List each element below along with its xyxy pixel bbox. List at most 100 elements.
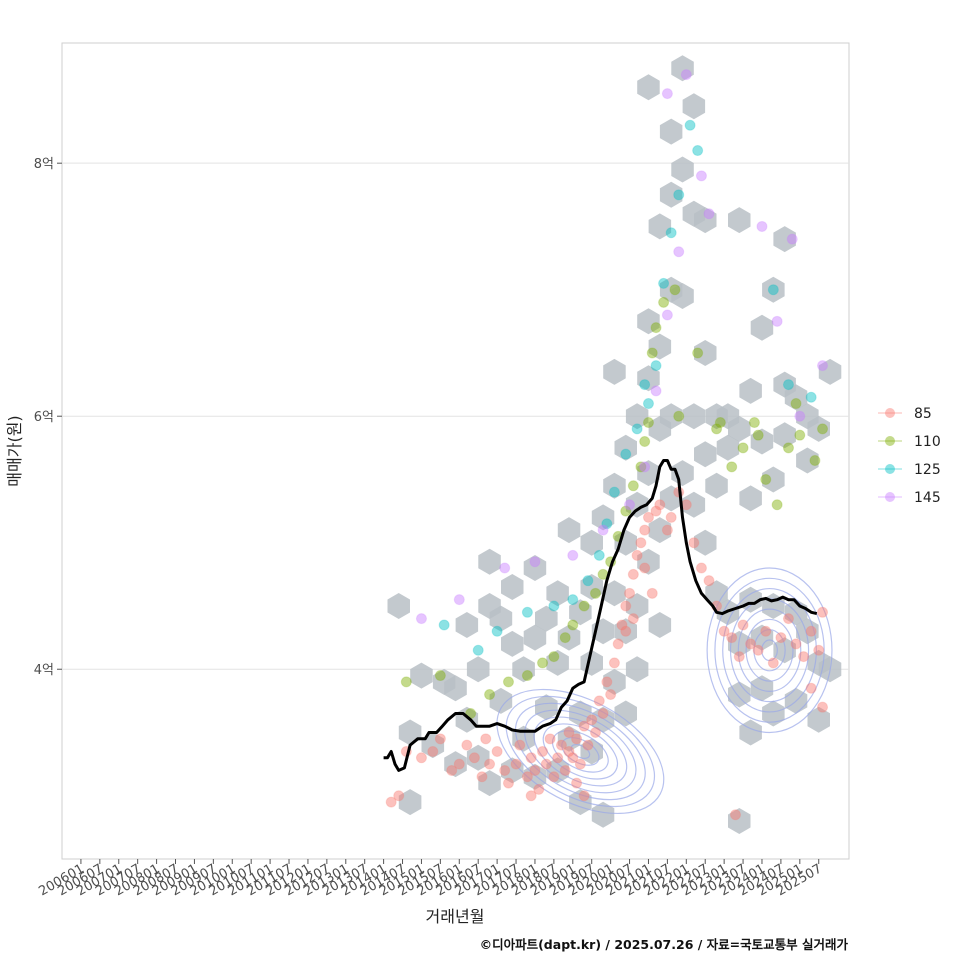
point-85-7 [453, 758, 465, 770]
point-85-0 [385, 796, 397, 808]
point-85-71 [798, 651, 810, 663]
point-145-12 [680, 69, 692, 81]
hexbin-12 [478, 548, 501, 575]
point-85-18 [525, 752, 537, 764]
point-125-4 [548, 600, 560, 612]
point-145-6 [624, 499, 636, 511]
hexbin-55 [625, 656, 649, 683]
point-125-16 [673, 189, 685, 201]
point-125-20 [782, 379, 794, 391]
hexbin-42 [591, 504, 615, 531]
hexbin-18 [501, 630, 524, 657]
hexbin-17 [501, 757, 524, 784]
density-contour-0-5 [533, 716, 628, 787]
hexbin-67 [659, 403, 683, 430]
density-contour-1-2 [753, 629, 786, 672]
point-110-6 [537, 657, 549, 669]
hexbin-118 [807, 415, 830, 442]
point-85-84 [639, 562, 651, 574]
hexbin-57 [637, 460, 660, 487]
hexbin-104 [762, 466, 785, 493]
point-85-12 [491, 745, 503, 757]
point-85-68 [775, 632, 787, 644]
point-85-32 [578, 720, 590, 732]
point-85-81 [525, 790, 537, 802]
point-110-9 [567, 619, 579, 631]
point-125-1 [472, 644, 484, 656]
point-85-41 [612, 638, 624, 650]
point-145-2 [499, 562, 511, 574]
hexbin-53 [625, 491, 649, 518]
point-145-16 [771, 315, 783, 327]
point-85-46 [631, 549, 643, 561]
point-85-25 [552, 752, 564, 764]
point-85-74 [817, 606, 829, 618]
y-tick-label-2: 8억 [34, 157, 54, 172]
legend-label-145: 145 [914, 490, 941, 506]
point-85-77 [805, 682, 817, 694]
hexbin-49 [614, 529, 637, 556]
point-110-25 [711, 423, 723, 435]
density-contour-1-1 [761, 639, 778, 662]
x-axis-title: 거래년월 [426, 907, 485, 926]
point-85-24 [548, 771, 560, 783]
point-85-39 [605, 689, 617, 701]
hexbin-74 [671, 55, 694, 82]
point-110-10 [578, 600, 590, 612]
point-85-75 [729, 809, 741, 821]
point-85-86 [620, 625, 632, 637]
point-145-9 [661, 309, 673, 321]
point-85-45 [627, 568, 639, 580]
hexbin-54 [625, 403, 649, 430]
hexbin-70 [659, 118, 683, 145]
point-125-15 [665, 227, 677, 239]
hexbin-63 [648, 333, 672, 360]
point-125-2 [491, 625, 503, 637]
density-contour-0-4 [542, 723, 619, 780]
point-125-21 [805, 391, 817, 403]
point-110-15 [620, 505, 632, 517]
point-85-50 [650, 505, 662, 517]
hexbin-99 [750, 675, 774, 702]
hexbin-65 [648, 612, 672, 638]
hexbin-39 [580, 574, 603, 600]
hexbin-0 [387, 593, 410, 619]
point-125-5 [567, 594, 579, 606]
point-110-26 [726, 461, 738, 473]
point-110-18 [639, 436, 651, 448]
hexbin-38 [580, 529, 603, 556]
legend-key-110 [885, 436, 895, 446]
point-85-67 [767, 657, 779, 669]
point-110-33 [809, 454, 821, 466]
point-125-22 [639, 379, 651, 391]
point-145-18 [817, 360, 829, 372]
hexbin-64 [648, 213, 672, 240]
density-contour-0-7 [514, 702, 646, 801]
density-contour-0-9 [496, 688, 665, 815]
point-110-19 [642, 417, 654, 429]
point-85-11 [484, 758, 496, 770]
point-125-7 [593, 549, 605, 561]
hexbin-43 [591, 801, 615, 828]
legend: 85 110 125 145 [878, 406, 941, 506]
hexbin-112 [784, 384, 808, 411]
point-110-8 [559, 632, 571, 644]
point-125-18 [692, 145, 704, 157]
hexbin-76 [682, 403, 706, 430]
density-contour-0-1 [570, 743, 591, 759]
hexbin-107 [773, 422, 796, 449]
point-125-8 [601, 518, 613, 530]
point-110-1 [434, 670, 446, 682]
hexbin-114 [796, 447, 819, 474]
point-110-27 [737, 442, 749, 454]
y-axis-ticks: 4억 6억 8억 [34, 157, 62, 678]
hexbin-52 [625, 593, 649, 619]
hexbin-69 [659, 181, 683, 208]
hexbin-66 [659, 485, 683, 512]
point-145-19 [794, 410, 806, 422]
hexbin-120 [818, 358, 842, 385]
point-85-79 [571, 777, 583, 789]
point-85-70 [790, 638, 802, 650]
hexbin-16 [489, 687, 513, 714]
point-110-21 [650, 322, 662, 334]
